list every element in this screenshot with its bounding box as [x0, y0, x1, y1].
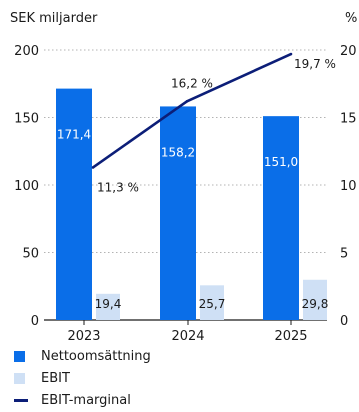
- left-axis-ticks: 0 50 100 150 200: [14, 44, 39, 329]
- left-tick-label: 0: [31, 314, 39, 329]
- bars: 171,4 19,4 158,2 25,7 151,0 29,8: [56, 88, 329, 321]
- legend-item-nettoomsattning: Nettoomsättning: [14, 346, 151, 366]
- bar-ebit: [303, 279, 327, 320]
- bar-label-nettoomsattning: 171,4: [57, 128, 91, 142]
- bar-label-ebit: 25,7: [199, 297, 226, 311]
- right-tick-label: 5: [340, 247, 348, 262]
- left-axis-title: SEK miljarder: [10, 11, 98, 26]
- legend-swatch-ebit: [14, 372, 25, 384]
- bar-nettoomsattning: [56, 88, 92, 320]
- left-tick-label: 200: [14, 44, 39, 59]
- ebit-margin-point: [185, 100, 189, 103]
- bar-label-ebit: 19,4: [95, 297, 122, 311]
- ebit-margin-label: 19,7 %: [294, 57, 336, 71]
- ebit-margin-line: 11,3 % 16,2 % 19,7 %: [91, 52, 336, 194]
- x-tick-label: 2024: [171, 329, 204, 344]
- bar-nettoomsattning: [160, 106, 196, 321]
- legend-label-ebit-marginal: EBIT-marginal: [41, 392, 131, 408]
- ebit-margin-label: 16,2 %: [171, 76, 213, 90]
- legend-item-ebit: EBIT: [14, 368, 151, 388]
- right-axis-ticks: 0 5 10 15 20: [340, 44, 357, 329]
- bar-label-nettoomsattning: 158,2: [161, 145, 195, 159]
- x-tick-label: 2023: [67, 329, 100, 344]
- legend-item-ebit-marginal: EBIT-marginal: [14, 390, 151, 410]
- ebit-margin-point: [91, 166, 95, 169]
- right-tick-label: 15: [340, 112, 357, 127]
- ebit-margin-label: 11,3 %: [97, 180, 139, 194]
- right-tick-label: 0: [340, 314, 348, 329]
- legend-swatch-ebit-marginal: [14, 398, 28, 402]
- legend-label-nettoomsattning: Nettoomsättning: [41, 348, 151, 364]
- bar-ebit: [96, 293, 120, 320]
- bar-label-ebit: 29,8: [302, 297, 329, 311]
- bar-ebit: [200, 285, 224, 320]
- bar-label-nettoomsattning: 151,0: [264, 155, 298, 169]
- legend-swatch-nettoomsattning: [14, 350, 25, 362]
- ebit-margin-point: [289, 52, 293, 56]
- legend-label-ebit: EBIT: [41, 370, 70, 386]
- right-axis-title: %: [345, 11, 357, 26]
- left-tick-label: 50: [22, 247, 39, 262]
- bar-nettoomsattning: [263, 116, 299, 321]
- left-tick-label: 150: [14, 112, 39, 127]
- legend: Nettoomsättning EBIT EBIT-marginal: [14, 346, 151, 412]
- right-tick-label: 10: [340, 179, 357, 194]
- left-tick-label: 100: [14, 179, 39, 194]
- x-tick-label: 2025: [274, 329, 307, 344]
- x-axis-ticks: 2023 2024 2025: [67, 320, 308, 344]
- right-tick-label: 20: [340, 44, 357, 59]
